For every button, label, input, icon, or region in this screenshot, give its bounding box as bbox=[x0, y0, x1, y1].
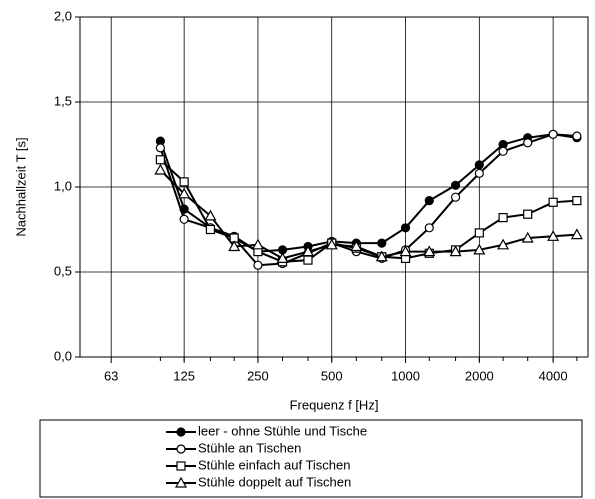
marker bbox=[521, 231, 534, 243]
legend-marker bbox=[176, 444, 186, 454]
marker bbox=[473, 243, 486, 255]
marker bbox=[350, 240, 363, 252]
marker bbox=[204, 209, 217, 221]
marker bbox=[548, 129, 558, 139]
marker bbox=[178, 187, 191, 199]
legend-marker bbox=[174, 476, 188, 488]
x-tick-label: 2000 bbox=[465, 368, 494, 383]
y-tick-label: 0,0 bbox=[54, 348, 72, 363]
marker bbox=[449, 245, 462, 257]
marker bbox=[155, 143, 165, 153]
marker bbox=[498, 146, 508, 156]
marker bbox=[179, 177, 189, 187]
y-axis-label: Nachhallzeit T [s] bbox=[13, 137, 28, 236]
marker bbox=[497, 238, 510, 250]
marker bbox=[399, 245, 412, 257]
y-tick-label: 1,5 bbox=[54, 93, 72, 108]
legend-label: Stühle einfach auf Tischen bbox=[198, 457, 351, 472]
legend-marker bbox=[176, 427, 186, 437]
x-tick-label: 500 bbox=[321, 368, 343, 383]
y-tick-label: 0,5 bbox=[54, 263, 72, 278]
marker bbox=[572, 131, 582, 141]
marker bbox=[253, 260, 263, 270]
marker bbox=[572, 196, 582, 206]
marker bbox=[450, 180, 461, 190]
x-tick-label: 63 bbox=[104, 368, 118, 383]
marker bbox=[154, 163, 167, 175]
marker bbox=[205, 224, 216, 235]
series-line bbox=[159, 159, 577, 263]
legend-label: leer - ohne Stühle und Tische bbox=[198, 423, 367, 438]
marker bbox=[474, 160, 484, 170]
x-tick-label: 1000 bbox=[391, 368, 420, 383]
marker bbox=[423, 245, 436, 257]
marker bbox=[325, 238, 338, 250]
marker bbox=[424, 223, 434, 233]
marker bbox=[377, 238, 387, 248]
x-tick-label: 4000 bbox=[539, 368, 568, 383]
marker bbox=[523, 138, 533, 148]
marker bbox=[276, 252, 289, 263]
marker bbox=[450, 192, 461, 202]
marker bbox=[424, 196, 434, 206]
series-line bbox=[159, 133, 577, 267]
marker bbox=[179, 214, 189, 224]
marker bbox=[570, 228, 583, 240]
marker bbox=[375, 250, 388, 262]
y-tick-label: 1,0 bbox=[54, 178, 72, 193]
marker bbox=[474, 168, 484, 178]
marker bbox=[523, 209, 533, 219]
legend-box bbox=[39, 419, 583, 498]
series-line bbox=[159, 169, 577, 260]
marker bbox=[474, 228, 484, 238]
legend-label: Stühle doppelt auf Tischen bbox=[198, 474, 351, 489]
legend-label: Stühle an Tischen bbox=[198, 440, 301, 455]
marker bbox=[303, 255, 313, 265]
marker bbox=[548, 197, 558, 207]
x-axis-label: Frequenz f [Hz] bbox=[290, 397, 379, 412]
legend-marker bbox=[176, 461, 186, 471]
marker bbox=[400, 223, 411, 233]
marker bbox=[155, 155, 165, 165]
marker bbox=[228, 240, 241, 252]
x-tick-label: 125 bbox=[173, 368, 195, 383]
x-tick-label: 250 bbox=[247, 368, 269, 383]
marker bbox=[547, 230, 560, 241]
marker bbox=[498, 213, 508, 223]
y-tick-label: 2,0 bbox=[54, 8, 72, 23]
marker bbox=[179, 204, 189, 214]
marker bbox=[301, 245, 315, 257]
marker bbox=[251, 238, 264, 250]
